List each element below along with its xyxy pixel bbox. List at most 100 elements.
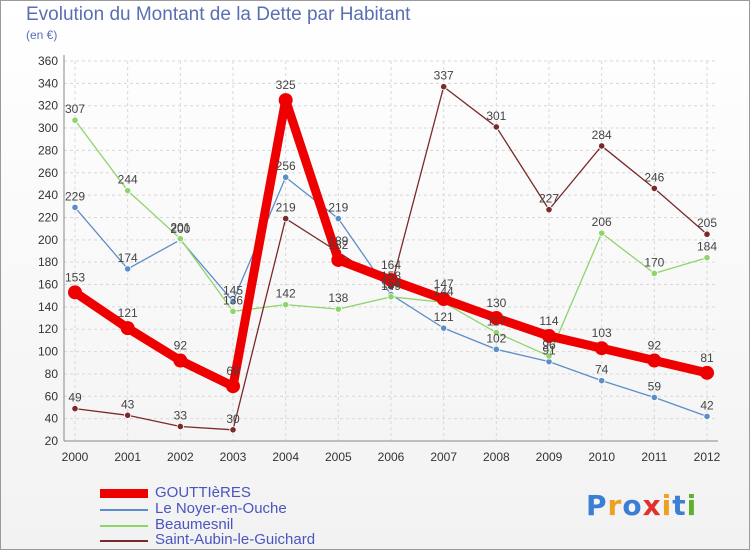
- data-label-beaumesnil: 201: [170, 221, 190, 235]
- legend-label-beaumesnil: Beaumesnil: [155, 516, 234, 533]
- x-tick-label: 2008: [483, 450, 510, 464]
- data-point-saint-aubin: [71, 404, 79, 413]
- data-point-gouttieres: [436, 292, 451, 307]
- data-label-le-noyer: 219: [328, 201, 348, 215]
- x-tick-label: 2009: [536, 450, 563, 464]
- x-tick-label: 2012: [694, 450, 721, 464]
- x-tick-label: 2000: [62, 450, 89, 464]
- logo-letter: x: [642, 489, 662, 522]
- legend-item-le-noyer: Le Noyer-en-Ouche: [100, 500, 420, 517]
- data-label-beaumesnil: 244: [118, 173, 138, 187]
- x-tick-label: 2006: [378, 450, 405, 464]
- data-label-saint-aubin: 189: [328, 234, 348, 248]
- data-label-saint-aubin: 158: [381, 269, 401, 283]
- data-point-gouttieres: [278, 93, 293, 108]
- legend-swatch-beaumesnil: [100, 525, 148, 527]
- chart-subtitle: (en €): [26, 28, 58, 42]
- series-gouttieres: [68, 93, 714, 394]
- data-label-beaumesnil: 136: [223, 293, 243, 307]
- data-label-le-noyer: 256: [276, 159, 296, 173]
- data-point-le-noyer: [492, 345, 500, 353]
- data-label-beaumesnil: 144: [434, 284, 454, 298]
- data-label-le-noyer: 121: [434, 310, 454, 324]
- data-label-saint-aubin: 246: [644, 170, 664, 184]
- legend-swatch-gouttieres: [100, 489, 148, 498]
- logo-letter: i: [686, 489, 698, 522]
- data-point-beaumesnil: [387, 293, 395, 301]
- data-label-le-noyer: 59: [648, 379, 662, 393]
- legend-label-saint-aubin: Saint-Aubin-le-Guichard: [155, 531, 316, 548]
- data-label-gouttieres: 92: [174, 339, 188, 353]
- data-label-le-noyer: 91: [542, 344, 556, 358]
- data-label-saint-aubin: 30: [226, 412, 240, 426]
- legend-label-le-noyer: Le Noyer-en-Ouche: [155, 500, 287, 517]
- data-label-saint-aubin: 49: [68, 391, 82, 405]
- y-tick-label: 100: [38, 345, 58, 359]
- data-point-saint-aubin: [229, 426, 237, 434]
- data-point-le-noyer: [71, 203, 79, 212]
- data-point-beaumesnil: [650, 269, 658, 277]
- data-point-beaumesnil: [598, 229, 606, 237]
- data-point-beaumesnil: [71, 116, 79, 124]
- series-layer: [68, 83, 714, 434]
- proxiti-logo: Proxiti: [586, 489, 697, 522]
- data-point-gouttieres: [120, 321, 135, 336]
- y-tick-label: 300: [38, 121, 58, 135]
- data-label-beaumesnil: 142: [276, 287, 296, 301]
- y-tick-label: 40: [45, 412, 59, 426]
- data-label-saint-aubin: 337: [434, 69, 454, 83]
- data-point-le-noyer: [334, 214, 342, 223]
- data-label-le-noyer: 145: [223, 283, 243, 297]
- x-tick-label: 2005: [325, 450, 352, 464]
- data-point-le-noyer: [598, 377, 606, 385]
- logo-letter: r: [607, 489, 623, 522]
- y-tick-label: 60: [45, 389, 59, 403]
- data-point-saint-aubin: [545, 206, 553, 214]
- axes: 20 40 60 80 100 120 140 160 180 200 220 240 260 280 30…: [38, 54, 721, 464]
- data-point-le-noyer: [124, 265, 132, 273]
- data-label-saint-aubin: 301: [486, 109, 506, 123]
- x-tick-label: 2010: [588, 450, 615, 464]
- data-label-gouttieres: 153: [65, 270, 85, 284]
- data-point-beaumesnil: [492, 328, 500, 337]
- data-point-beaumesnil: [176, 235, 184, 243]
- x-tick-label: 2004: [272, 450, 299, 464]
- data-label-saint-aubin: 284: [592, 128, 612, 142]
- data-point-beaumesnil: [124, 187, 132, 195]
- data-point-beaumesnil: [282, 301, 290, 309]
- data-label-gouttieres: 130: [486, 296, 506, 310]
- logo-letter: o: [622, 489, 643, 522]
- data-point-le-noyer: [440, 324, 448, 332]
- data-label-beaumesnil: 184: [697, 240, 717, 254]
- data-point-beaumesnil: [229, 307, 237, 315]
- y-tick-label: 80: [45, 367, 59, 381]
- data-point-gouttieres: [489, 311, 504, 326]
- x-tick-label: 2001: [114, 450, 141, 464]
- y-tick-label: 280: [38, 143, 58, 157]
- data-point-gouttieres: [68, 285, 82, 300]
- data-label-saint-aubin: 227: [539, 192, 559, 206]
- data-label-gouttieres: 114: [539, 314, 558, 328]
- data-point-gouttieres: [331, 252, 346, 267]
- data-labels: 229 174 200 145 256 219 151 121 102 91 74 59 42 307 24…: [65, 69, 717, 426]
- data-label-beaumesnil: 206: [592, 215, 612, 229]
- data-point-gouttieres: [384, 273, 398, 288]
- chart-title: Evolution du Montant de la Dette par Hab…: [26, 4, 411, 25]
- data-point-le-noyer: [703, 412, 711, 421]
- data-label-le-noyer: 151: [381, 277, 401, 291]
- data-label-beaumesnil: 117: [487, 315, 506, 329]
- x-tick-label: 2011: [641, 450, 667, 464]
- data-label-le-noyer: 174: [118, 251, 138, 265]
- data-point-le-noyer: [650, 393, 658, 402]
- data-point-beaumesnil: [334, 305, 342, 313]
- data-label-gouttieres: 92: [648, 339, 662, 353]
- data-label-beaumesnil: 149: [381, 279, 401, 293]
- data-point-saint-aubin: [598, 142, 606, 150]
- data-point-saint-aubin: [282, 214, 290, 223]
- y-tick-label: 20: [45, 434, 59, 448]
- data-label-beaumesnil: 170: [644, 255, 664, 269]
- data-point-beaumesnil: [545, 352, 553, 360]
- data-point-gouttieres: [700, 365, 714, 380]
- y-tick-label: 120: [38, 322, 58, 336]
- y-tick-label: 140: [38, 300, 58, 314]
